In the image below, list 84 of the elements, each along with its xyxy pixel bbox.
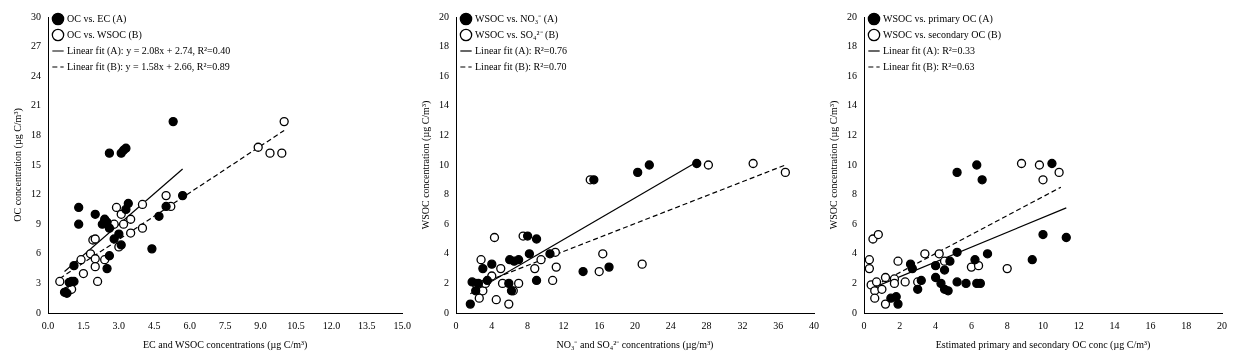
y-tick-label: 6 [852,217,857,229]
x-tick-label: 8 [525,319,531,331]
y-tick-label: 3 [36,277,41,289]
y-tick-label: 10 [439,158,449,170]
legend-label: Linear fit (B): R²=0.70 [475,60,567,73]
y-tick-label: 6 [36,247,41,259]
x-tick-label: 28 [701,319,712,331]
x-tick-label: 0.0 [41,319,55,331]
x-tick-label: 4 [489,319,495,331]
y-tick-label: 16 [439,69,449,81]
x-tick-label: 14 [1109,319,1120,331]
legend-label: WSOC vs. SO₄²⁻ (B) [475,28,559,41]
x-tick-label: 16 [1145,319,1156,331]
y-tick-label: 18 [847,40,857,52]
y-tick-label: 15 [31,158,41,170]
y-axis-title: OC concentration (µg C/m³) [11,108,24,222]
legend-label: OC vs. WSOC (B) [67,28,142,41]
y-tick-label: 30 [31,10,41,22]
x-tick-label: 24 [665,319,676,331]
y-tick-label: 0 [36,306,41,318]
y-tick-label: 0 [852,306,857,318]
y-tick-label: 12 [439,129,449,141]
x-tick-label: 20 [1217,319,1227,331]
x-tick-label: 32 [737,319,748,331]
x-tick-label: 16 [594,319,605,331]
x-tick-label: 6.0 [183,319,196,331]
y-tick-label: 18 [439,40,449,52]
x-axis-title: EC and WSOC concentrations (µg C/m³) [142,338,308,351]
x-tick-label: 36 [773,319,784,331]
y-tick-label: 21 [31,99,41,111]
y-tick-label: 12 [31,188,41,200]
x-axis-title: Estimated primary and secondary OC conc (µg C/m³) [935,338,1151,351]
legend-label: Linear fit (A): y = 2.08x + 2.74, R²=0.40 [67,44,231,57]
y-tick-label: 20 [439,10,449,22]
x-tick-label: 12 [1073,319,1084,331]
x-tick-label: 20 [630,319,640,331]
x-tick-label: 12.0 [322,319,341,331]
x-tick-label: 4.5 [148,319,161,331]
legend-label: Linear fit (A): R²=0.33 [883,44,975,57]
y-tick-label: 10 [847,158,857,170]
legend-label: Linear fit (A): R²=0.76 [475,44,567,57]
x-tick-label: 18 [1181,319,1192,331]
x-tick-label: 0 [861,319,867,331]
x-tick-label: 0 [453,319,459,331]
y-tick-label: 20 [847,10,857,22]
y-tick-label: 8 [444,188,449,200]
x-tick-label: 2 [897,319,903,331]
y-tick-label: 12 [847,129,857,141]
legend-label: OC vs. EC (A) [67,12,127,25]
legend-label: Linear fit (B): y = 1.58x + 2.66, R²=0.89 [67,60,230,73]
x-tick-label: 3.0 [112,319,126,331]
legend-label: Linear fit (B): R²=0.63 [883,60,975,73]
y-tick-label: 4 [444,247,449,259]
y-tick-label: 14 [847,99,857,111]
y-tick-label: 18 [31,129,41,141]
x-tick-label: 10.5 [287,319,305,331]
x-tick-label: 15.0 [393,319,411,331]
x-tick-label: 1.5 [77,319,90,331]
y-axis-title: WSOC concentration (µg C/m³) [827,100,840,230]
y-tick-label: 4 [852,247,857,259]
x-tick-label: 12 [558,319,569,331]
x-tick-label: 9.0 [254,319,267,331]
y-tick-label: 0 [444,306,449,318]
y-tick-label: 6 [444,217,449,229]
x-tick-label: 8 [1004,319,1010,331]
y-tick-label: 27 [31,40,41,52]
y-tick-label: 2 [444,277,449,289]
y-tick-label: 2 [852,277,857,289]
x-tick-label: 7.5 [218,319,232,331]
x-tick-label: 13.5 [358,319,376,331]
y-axis-title: WSOC concentration (µg C/m³) [419,100,432,230]
y-tick-label: 9 [36,217,41,229]
legend-label: WSOC vs. secondary OC (B) [883,28,1002,41]
x-tick-label: 6 [968,319,974,331]
x-axis-title: NO₃⁻ and SO₄²⁻ concentrations (µg/m³) [556,338,714,351]
y-tick-label: 14 [439,99,449,111]
y-tick-label: 16 [847,69,857,81]
x-tick-label: 40 [809,319,819,331]
legend-label: WSOC vs. NO₃⁻ (A) [475,12,558,25]
y-tick-label: 24 [31,69,41,81]
y-tick-label: 8 [852,188,857,200]
legend-label: WSOC vs. primary OC (A) [883,12,993,25]
x-tick-label: 4 [933,319,939,331]
x-tick-label: 10 [1038,319,1048,331]
